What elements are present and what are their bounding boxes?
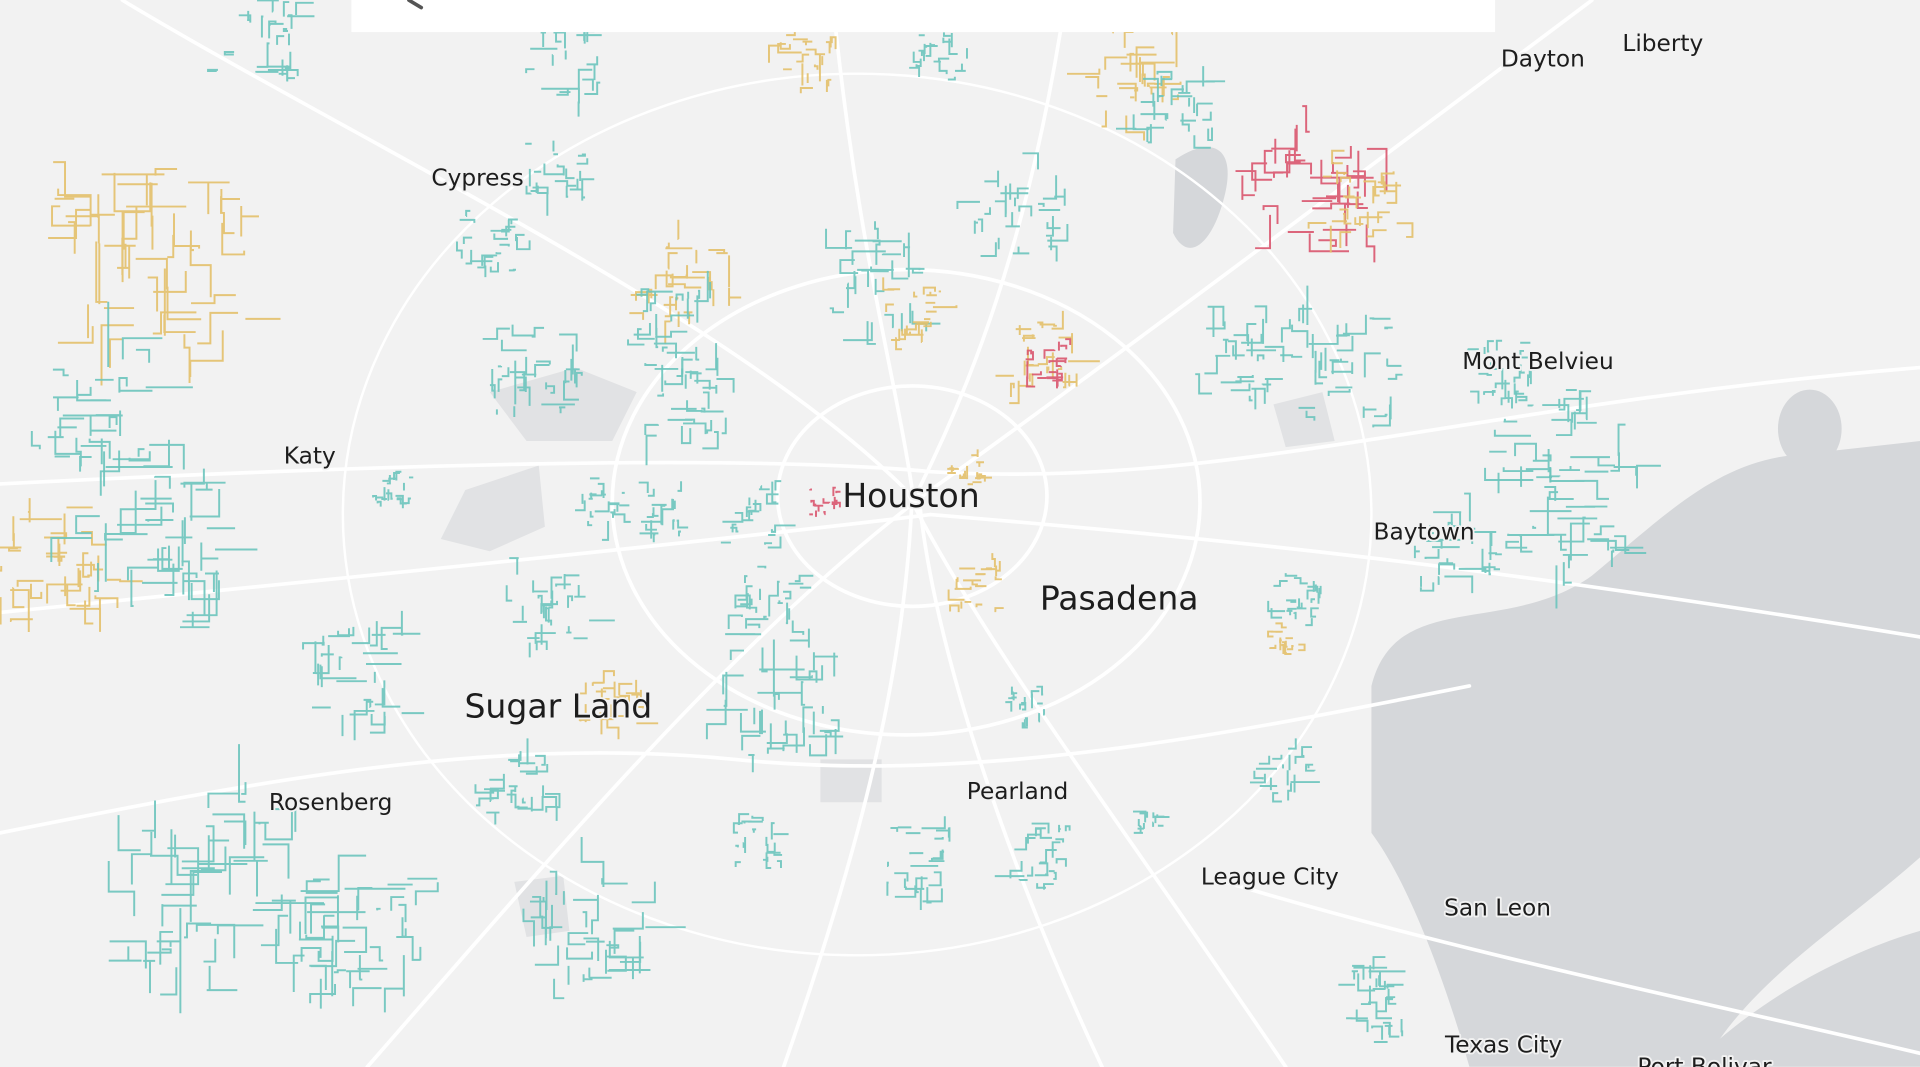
service-network [522,837,686,1000]
service-network [947,553,1004,613]
service-network [474,738,561,825]
service-network [1005,685,1045,729]
service-network [638,481,689,543]
service-network [1195,305,1309,410]
service-network [482,324,583,418]
service-network [300,877,439,1013]
labels: Dayton Liberty Cypress Katy Mont Belvieu Hous… [267,28,1774,1067]
service-network [525,140,595,216]
service-network [575,477,631,541]
service-network [995,310,1100,405]
service-network [725,565,814,636]
place-label: Houston [842,476,979,515]
search-icon[interactable] [407,0,424,10]
service-network [809,486,841,517]
service-network [705,628,844,773]
service-network [1467,339,1536,404]
service-network [720,480,796,549]
place-label: Cypress [431,165,523,192]
service-network [107,744,367,1014]
place-label: Baytown [1374,518,1475,545]
service-network [372,470,414,509]
networks [0,0,1661,1044]
road [0,512,1920,639]
road [916,0,1104,1067]
place-label: Port Bolivar [1637,1053,1772,1067]
place-label: Rosenberg [269,789,392,816]
service-network [505,557,615,658]
road [781,0,915,1067]
place-label: Pearland [967,778,1069,805]
loop [775,384,1049,609]
road [0,684,1472,835]
service-network [1280,285,1403,428]
road [0,365,1920,486]
place-label: League City [1201,864,1339,891]
service-network [302,610,425,741]
service-network [1025,338,1072,389]
service-network [1267,622,1306,655]
service-network [456,209,531,278]
place-label: Katy [284,442,336,469]
service-network [768,18,837,94]
search-box[interactable] [351,0,1496,33]
service-network [1267,573,1322,627]
service-network [909,32,968,81]
service-network [732,813,789,870]
service-network [1249,738,1320,803]
service-network [644,357,735,466]
service-network [627,270,718,392]
road [1222,880,1920,1056]
place-label: Texas City [1444,1031,1562,1058]
grand-parkway [341,72,1373,957]
search-bar[interactable] [351,0,1496,33]
service-network [886,816,951,911]
service-network [1307,149,1414,253]
service-network [576,670,659,740]
service-network [1413,492,1502,594]
service-network [48,161,281,386]
service-network [1338,956,1406,1044]
service-network [947,449,992,486]
service-network [1484,423,1661,609]
place-label: San Leon [1444,894,1551,921]
place-label: Dayton [1501,46,1585,73]
service-network [994,822,1071,890]
place-label: Liberty [1622,30,1703,57]
road [120,0,1288,1067]
service-network [1133,810,1170,834]
service-network [50,450,258,629]
place-label: Pasadena [1040,579,1199,618]
service-network [882,277,958,351]
water [1173,147,1920,1067]
service-network [1489,362,1597,494]
place-label: Sugar Land [464,686,652,725]
place-label: Mont Belvieu [1462,348,1614,375]
service-network [956,152,1069,262]
service-network [207,0,315,82]
service-network [1116,66,1226,149]
service-network [0,498,143,632]
service-network [825,221,941,345]
